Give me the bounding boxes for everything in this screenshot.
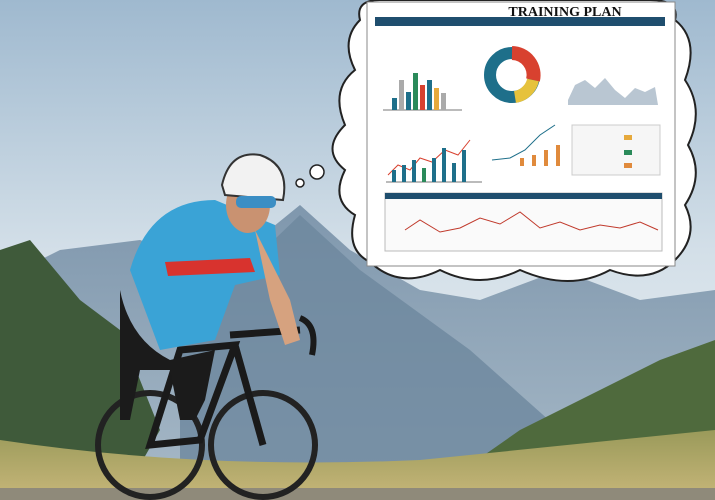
mini-bar bbox=[432, 158, 436, 182]
mini-bar bbox=[392, 98, 397, 110]
mini-bar bbox=[556, 145, 560, 166]
dashboard-header-bar bbox=[375, 17, 665, 26]
mini-bar bbox=[520, 158, 524, 166]
mini-orange-chart bbox=[491, 124, 560, 166]
table-swatch bbox=[624, 135, 632, 140]
rear-wheel bbox=[95, 390, 205, 500]
mini-bar bbox=[544, 150, 548, 166]
shorts-legs bbox=[120, 290, 215, 420]
donut-slice bbox=[513, 78, 539, 103]
mini-bar bbox=[402, 165, 406, 182]
mini-line bbox=[491, 124, 556, 161]
road bbox=[0, 488, 715, 500]
mini-timeline bbox=[384, 192, 663, 252]
mini-bar bbox=[434, 88, 439, 110]
mini-column-chart bbox=[386, 139, 482, 183]
cyclist bbox=[95, 153, 318, 500]
timeline-box bbox=[384, 192, 663, 252]
table-box bbox=[571, 124, 661, 176]
mini-bar bbox=[412, 160, 416, 182]
donut-slice bbox=[511, 46, 541, 82]
mini-bar bbox=[532, 155, 536, 166]
mini-area bbox=[568, 78, 658, 105]
mini-bar bbox=[413, 73, 418, 110]
mini-bar bbox=[452, 163, 456, 182]
mini-bar bbox=[442, 148, 446, 182]
left-forest-slope bbox=[0, 240, 160, 500]
mini-area-chart bbox=[568, 78, 658, 105]
mini-bar bbox=[392, 170, 396, 182]
jersey-stripe bbox=[165, 258, 255, 276]
timeline-header bbox=[385, 193, 662, 199]
mini-bar bbox=[420, 85, 425, 110]
mini-bar bbox=[406, 92, 411, 110]
mini-bar bbox=[399, 80, 404, 110]
bubble-dot bbox=[309, 164, 325, 180]
mini-bar bbox=[441, 93, 446, 110]
dashboard-title: TRAINING PLAN bbox=[508, 5, 621, 20]
mini-line bbox=[387, 139, 471, 176]
handlebar bbox=[298, 315, 317, 356]
mini-bar bbox=[462, 150, 466, 182]
jersey bbox=[130, 200, 280, 350]
helmet bbox=[220, 153, 286, 202]
timeline-line bbox=[404, 211, 659, 233]
table-swatch bbox=[624, 163, 632, 168]
mini-bar-chart bbox=[383, 73, 462, 111]
bubble-dot bbox=[295, 178, 305, 188]
meadow bbox=[0, 430, 715, 500]
thought-bubble: TRAINING PLAN bbox=[295, 0, 697, 282]
mini-bar bbox=[427, 80, 432, 110]
sunglasses bbox=[236, 196, 276, 208]
front-wheel bbox=[208, 390, 318, 500]
mini-table bbox=[571, 124, 661, 176]
mini-donut bbox=[484, 46, 541, 103]
mini-bar bbox=[422, 168, 426, 182]
table-swatch bbox=[624, 150, 632, 155]
arm bbox=[255, 230, 300, 345]
